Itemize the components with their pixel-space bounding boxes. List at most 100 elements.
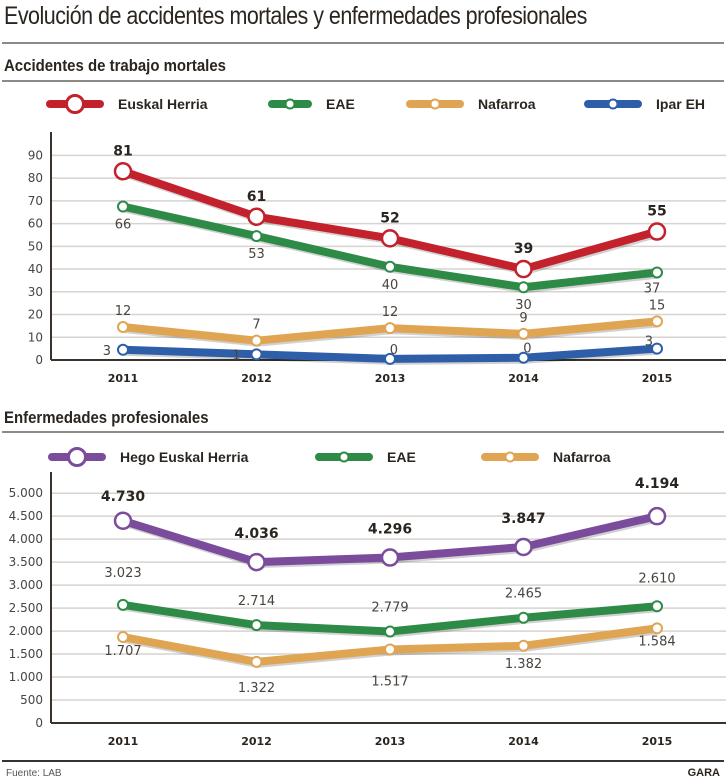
legend-item-hego-euskal-herria: Hego Euskal Herria: [48, 444, 248, 470]
x-tick-label: 2014: [508, 372, 539, 385]
legend-swatch-eae: [315, 444, 373, 470]
data-label-euskal-herria: 52: [380, 210, 399, 226]
chart2-legend: Hego Euskal Herria EAE Nafarroa: [0, 444, 726, 470]
legend-item-eae: EAE: [315, 444, 416, 470]
legend-item-ipar-eh: Ipar EH: [584, 91, 705, 117]
data-point-nafarroa: [517, 639, 530, 652]
data-label-eae: 30: [515, 298, 532, 313]
y-tick-label: 10: [28, 330, 43, 344]
chart2-plot: 0 500 1.000 1.500 2.000 2.500 3.000 3.500 4.000 4…: [9, 472, 726, 748]
legend-label: EAE: [387, 449, 416, 465]
y-tick-label: 60: [28, 217, 43, 231]
data-point-hego-euskal-herria: [514, 537, 533, 557]
data-point-ipar-eh: [517, 351, 530, 364]
data-label-eae: 2.779: [371, 601, 408, 616]
legend-item-euskal-herria: Euskal Herria: [46, 91, 208, 117]
data-point-eae: [384, 260, 396, 273]
data-label-hego-euskal-herria: 4.036: [234, 526, 278, 542]
x-tick-label: 2014: [508, 735, 539, 748]
chart1-legend: Euskal Herria EAE Nafarroa Ipar EH: [0, 91, 726, 117]
source-note: Fuente: LAB: [6, 768, 62, 779]
data-label-eae: 37: [644, 281, 661, 296]
data-point-euskal-herria: [113, 162, 133, 181]
data-label-euskal-herria: 39: [514, 241, 533, 257]
legend-label: Euskal Herria: [118, 96, 208, 112]
data-label-nafarroa: 1.382: [505, 657, 542, 672]
data-point-eae: [250, 230, 263, 243]
x-tick-label: 2015: [642, 735, 673, 748]
legend-label: Nafarroa: [478, 96, 536, 112]
y-tick-label: 80: [28, 171, 43, 185]
data-point-eae: [117, 598, 129, 611]
y-tick-label: 5.000: [9, 486, 43, 500]
data-label-ipar-eh: 3: [103, 344, 111, 359]
legend-label: EAE: [326, 96, 355, 112]
y-tick-label: 50: [28, 239, 43, 253]
data-point-ipar-eh: [384, 352, 396, 365]
data-label-eae: 2.714: [238, 594, 275, 609]
y-tick-label: 3.500: [9, 555, 43, 569]
y-tick-label: 0: [35, 716, 43, 730]
y-tick-label: 1.500: [9, 647, 43, 661]
x-tick-label: 2012: [241, 372, 272, 385]
legend-label: Hego Euskal Herria: [120, 449, 249, 465]
legend-swatch-hego-euskal-herria: [48, 444, 106, 470]
chart1-divider: [2, 80, 724, 82]
y-tick-label: 500: [20, 693, 43, 707]
data-label-euskal-herria: 81: [113, 143, 132, 159]
legend-item-nafarroa: Nafarroa: [481, 444, 611, 470]
y-tick-label: 3.000: [9, 578, 43, 592]
data-label-ipar-eh: 0: [390, 343, 398, 358]
data-point-ipar-eh: [250, 348, 263, 361]
data-point-nafarroa: [117, 631, 129, 644]
data-label-nafarroa: 9: [519, 311, 527, 326]
y-tick-label: 30: [28, 285, 43, 299]
data-label-euskal-herria: 61: [247, 189, 266, 205]
data-point-eae: [651, 266, 663, 279]
data-label-eae: 66: [115, 218, 132, 233]
legend-label: Ipar EH: [656, 96, 706, 112]
y-tick-label: 20: [28, 308, 43, 322]
data-label-nafarroa: 12: [382, 305, 399, 320]
data-label-hego-euskal-herria: 3.847: [501, 511, 545, 527]
data-point-euskal-herria: [647, 222, 667, 241]
legend-swatch-ipar-eh: [584, 91, 642, 117]
data-point-eae: [250, 619, 263, 632]
data-point-eae: [117, 200, 129, 213]
data-label-nafarroa: 7: [252, 318, 260, 333]
page-title: Evolución de accidentes mortales y enfer…: [4, 2, 587, 30]
y-tick-label: 90: [28, 148, 43, 162]
data-label-nafarroa: 12: [115, 304, 132, 319]
x-tick-label: 2011: [108, 372, 139, 385]
data-label-nafarroa: 1.517: [371, 674, 408, 689]
data-point-eae: [384, 625, 396, 638]
data-label-eae: 40: [382, 278, 399, 293]
data-point-eae: [517, 611, 530, 624]
legend-swatch-eae: [268, 91, 312, 117]
data-point-nafarroa: [384, 643, 396, 656]
data-point-euskal-herria: [380, 229, 400, 248]
data-label-euskal-herria: 55: [647, 204, 666, 220]
footer-divider: [2, 760, 724, 762]
legend-swatch-nafarroa: [481, 444, 539, 470]
data-label-nafarroa: 1.322: [238, 681, 275, 696]
y-tick-label: 2.000: [9, 624, 43, 638]
chart1-title: Accidentes de trabajo mortales: [4, 56, 226, 75]
data-point-nafarroa: [250, 655, 263, 668]
data-label-eae: 3.023: [104, 566, 141, 581]
y-tick-label: 2.500: [9, 601, 43, 615]
data-point-euskal-herria: [514, 259, 533, 279]
data-point-nafarroa: [250, 334, 263, 347]
y-tick-label: 4.500: [9, 509, 43, 523]
legend-swatch-nafarroa: [406, 91, 464, 117]
data-point-hego-euskal-herria: [247, 552, 266, 572]
legend-item-eae: EAE: [268, 91, 355, 117]
data-point-eae: [517, 281, 530, 294]
data-point-hego-euskal-herria: [380, 548, 400, 567]
data-label-ipar-eh: 3: [645, 335, 653, 350]
data-label-hego-euskal-herria: 4.296: [368, 522, 412, 538]
x-tick-label: 2011: [108, 735, 139, 748]
data-point-hego-euskal-herria: [113, 511, 133, 531]
data-point-ipar-eh: [117, 343, 129, 356]
